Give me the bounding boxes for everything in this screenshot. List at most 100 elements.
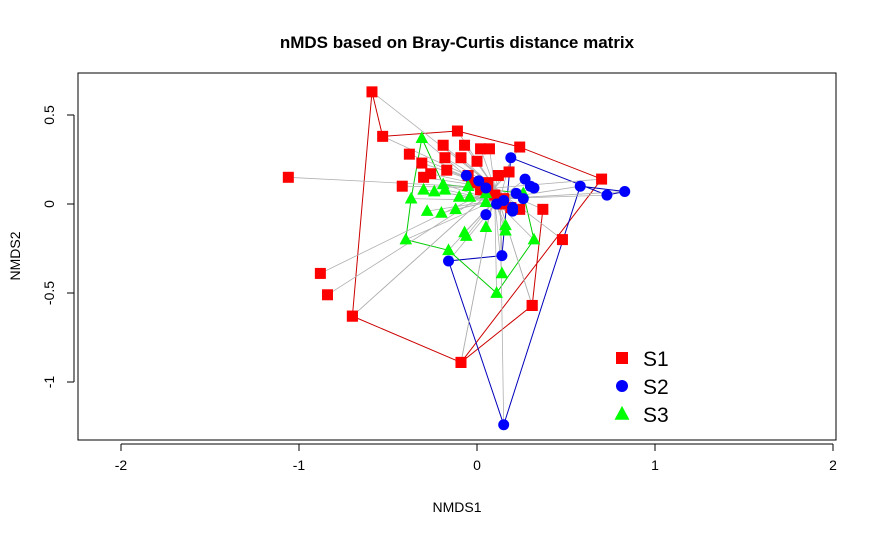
data-point-s1 (396, 180, 408, 192)
data-point-s2 (507, 205, 519, 217)
data-point-s1 (475, 184, 487, 196)
y-tick-label: -0.5 (41, 281, 57, 305)
data-point-s1 (596, 173, 608, 185)
data-point-s3 (459, 229, 473, 241)
data-point-s3 (420, 204, 434, 216)
legend-marker-s2 (616, 380, 628, 392)
legend-label-s2: S2 (643, 376, 669, 399)
spider-line-s1 (327, 187, 496, 296)
spider-line-s1 (352, 187, 496, 317)
spider-line-s1 (489, 148, 496, 189)
y-axis-label: NMDS2 (7, 231, 23, 280)
spider-lines (288, 91, 625, 425)
data-point-s3 (499, 218, 512, 231)
data-point-s1 (377, 130, 389, 142)
legend: S1 S2 S3 (614, 348, 669, 427)
data-point-s3 (399, 232, 413, 245)
data-point-s1 (537, 203, 549, 215)
data-point-s1 (514, 203, 526, 215)
data-point-s1 (451, 125, 463, 137)
legend-marker-s1 (616, 352, 628, 364)
x-tick-label: -1 (293, 457, 306, 473)
spider-line-s3 (411, 198, 495, 201)
spider-line-s1 (494, 178, 602, 189)
data-point-s1 (437, 139, 449, 151)
hull-s1 (351, 91, 603, 363)
data-point-s2 (505, 152, 517, 164)
data-point-s1 (425, 168, 437, 180)
data-point-s2 (498, 419, 510, 431)
spider-line-s1 (371, 91, 496, 189)
data-point-s1 (503, 166, 515, 178)
x-tick-label: -2 (115, 457, 128, 473)
data-point-s3 (452, 190, 466, 202)
data-point-s3 (527, 232, 541, 245)
data-point-s1 (482, 177, 494, 189)
data-point-s3 (417, 182, 430, 195)
data-point-s3 (427, 184, 441, 197)
hull-s2 (447, 157, 625, 427)
spider-line-s2 (499, 157, 512, 199)
x-axis: -2 -1 0 1 2 (115, 443, 837, 473)
spider-line-s2 (499, 198, 505, 425)
spider-line-s1 (320, 187, 495, 274)
data-point-s1 (526, 299, 538, 311)
spider-line-s1 (288, 176, 495, 189)
data-point-s3 (490, 286, 503, 298)
data-point-s1 (321, 289, 333, 301)
plot-frame (77, 72, 837, 441)
data-point-s3 (404, 191, 418, 204)
data-point-s1 (475, 143, 487, 155)
legend-label-s3: S3 (643, 404, 669, 427)
data-points (282, 86, 631, 431)
data-point-s3 (438, 182, 452, 195)
data-point-s2 (460, 170, 472, 182)
data-point-s2 (480, 182, 492, 194)
data-point-s1 (556, 234, 568, 246)
chart-title: nMDS based on Bray-Curtis distance matri… (280, 33, 635, 52)
data-point-s2 (480, 209, 492, 221)
legend-marker-s3 (614, 405, 630, 420)
data-point-s2 (574, 180, 586, 192)
data-point-s1 (466, 177, 478, 189)
series-hulls (351, 91, 625, 427)
y-tick-label: 0 (41, 200, 57, 208)
data-point-s1 (403, 148, 415, 160)
y-axis: -1 -0.5 0 0.5 (41, 105, 75, 389)
data-point-s1 (459, 139, 471, 151)
data-point-s2 (491, 198, 503, 210)
data-point-s2 (443, 255, 455, 267)
data-point-s3 (449, 202, 462, 215)
x-axis-label: NMDS1 (432, 499, 481, 515)
data-point-s2 (517, 193, 529, 205)
y-tick-label: 0.5 (41, 105, 57, 125)
x-tick-label: 1 (651, 457, 659, 473)
data-point-s1 (455, 152, 467, 164)
data-point-s1 (366, 86, 378, 98)
data-point-s1 (439, 152, 451, 164)
x-tick-label: 2 (829, 457, 837, 473)
data-point-s2 (619, 186, 631, 198)
data-point-s2 (473, 175, 485, 187)
data-point-s3 (463, 190, 477, 202)
data-point-s1 (418, 171, 430, 183)
data-point-s3 (461, 179, 475, 192)
data-point-s1 (489, 189, 501, 201)
data-point-s3 (495, 266, 509, 279)
legend-label-s1: S1 (643, 348, 669, 371)
data-point-s1 (282, 171, 294, 183)
data-point-s3 (479, 195, 493, 208)
data-point-s1 (314, 267, 326, 279)
data-point-s1 (492, 170, 504, 182)
data-point-s2 (528, 182, 540, 194)
spider-line-s3 (494, 200, 503, 274)
data-point-s1 (483, 143, 495, 155)
data-point-s1 (514, 141, 526, 153)
data-point-s2 (601, 189, 613, 201)
data-point-s3 (479, 220, 493, 232)
data-point-s1 (416, 157, 428, 169)
data-point-s1 (346, 310, 358, 322)
data-point-s2 (496, 250, 508, 262)
y-tick-label: -1 (41, 376, 57, 389)
